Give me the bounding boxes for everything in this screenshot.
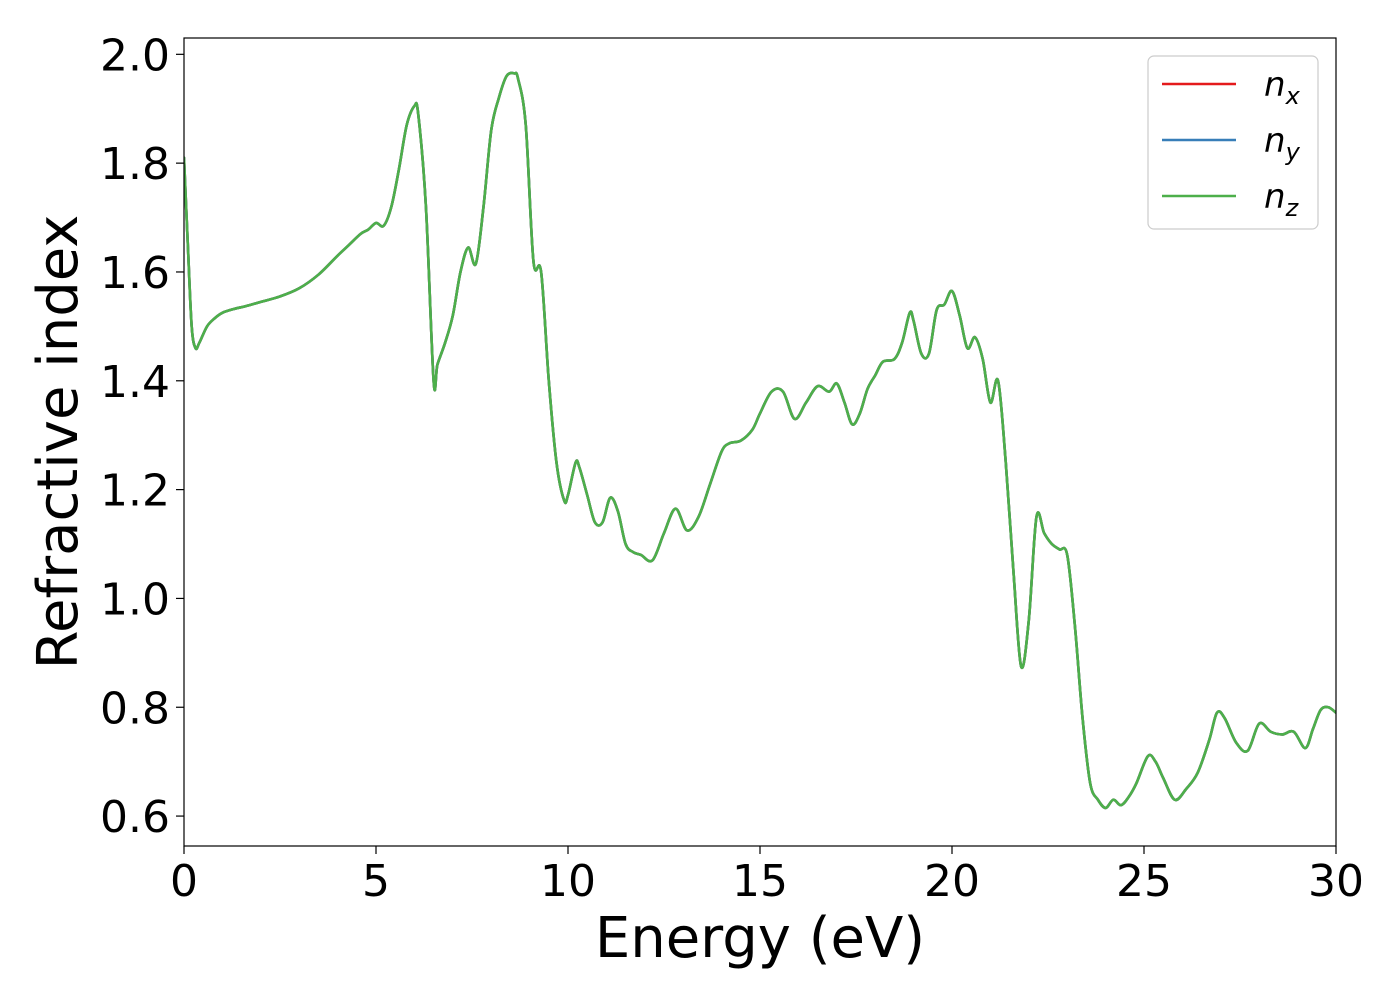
x-tick-label: 15	[732, 856, 788, 907]
legend-label-n-y: ny	[1264, 121, 1301, 166]
y-tick-label: 1.2	[100, 466, 170, 517]
x-tick-label: 10	[540, 856, 596, 907]
x-tick-label: 20	[924, 856, 980, 907]
x-tick-label: 5	[362, 856, 390, 907]
plot-lines	[184, 71, 1336, 810]
legend-label-n-z: nz	[1264, 177, 1300, 222]
y-tick-label: 0.8	[100, 683, 170, 734]
y-tick-label: 0.6	[100, 792, 170, 843]
x-tick-label: 25	[1116, 856, 1172, 907]
y-tick-label: 1.8	[100, 139, 170, 190]
x-axis-title: Energy (eV)	[595, 906, 925, 971]
x-axis: 0 5 10 15 20 25 30	[170, 846, 1364, 907]
legend-label-n-x: nx	[1264, 65, 1301, 110]
legend: nx ny nz	[1147, 55, 1319, 230]
y-tick-label: 1.0	[100, 574, 170, 625]
y-axis-title: Refractive index	[26, 215, 91, 670]
legend-box	[1147, 55, 1319, 230]
y-tick-label: 1.6	[100, 248, 170, 299]
y-axis: 0.6 0.8 1.0 1.2 1.4 1.6 1.8 2.0	[100, 30, 184, 843]
y-tick-label: 1.4	[100, 357, 170, 408]
series-line-n-z	[184, 71, 1336, 810]
x-tick-label: 30	[1308, 856, 1364, 907]
y-tick-label: 2.0	[100, 30, 170, 81]
x-tick-label: 0	[170, 856, 198, 907]
